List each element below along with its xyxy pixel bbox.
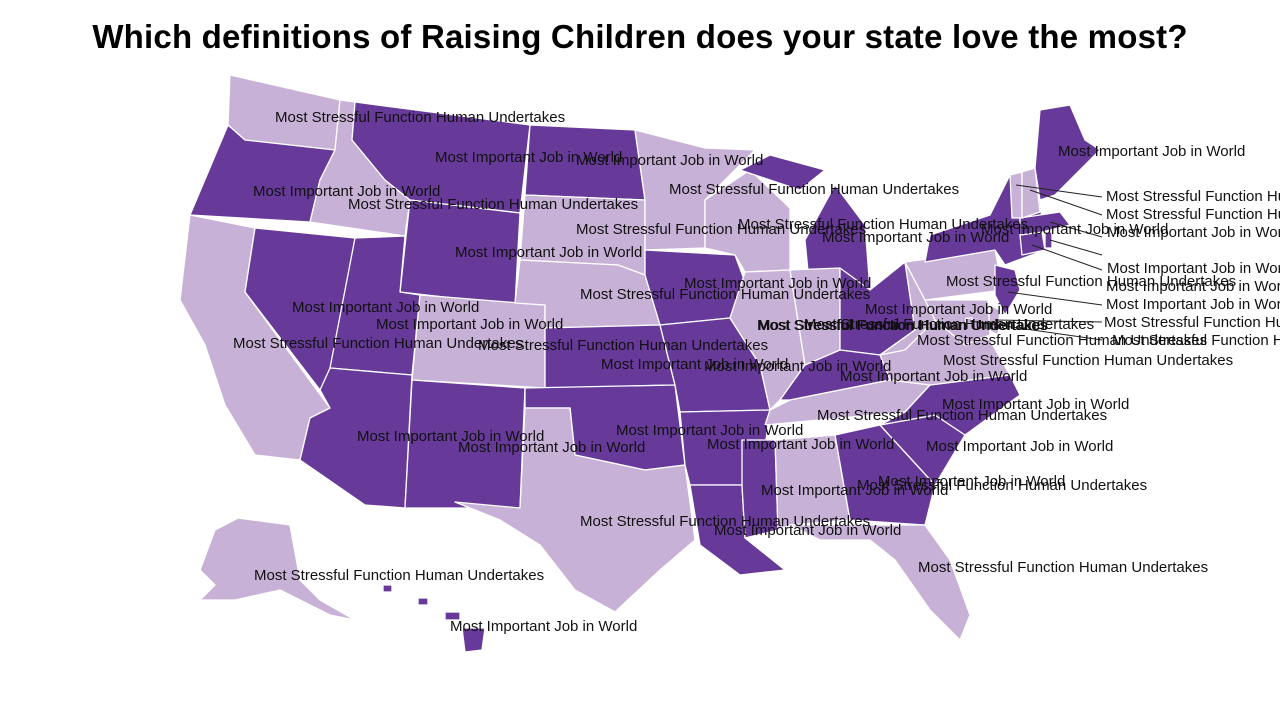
state-label-mi: Most Important Job in World: [822, 229, 1009, 246]
state-label-az: Most Important Job in World: [357, 428, 544, 445]
state-ga: [834, 424, 936, 526]
state-md: [924, 299, 991, 346]
state-tx: [454, 407, 696, 613]
state-label-tx: Most Stressful Function Human Undertakes: [580, 513, 870, 530]
state-nj: [994, 264, 1021, 316]
leader-line-nj: [1007, 291, 1103, 306]
map-title: Which definitions of Raising Children do…: [92, 18, 1188, 55]
leader-line-nh: [1029, 189, 1103, 216]
state-label-md: Most Stressful Function Human Undertakes: [917, 332, 1207, 349]
state-label-sd: Most Stressful Function Human Undertakes: [576, 221, 866, 238]
state-label-mt: Most Important Job in World: [435, 149, 622, 166]
state-label-wv: Most Stressful Function Human Undertakes: [757, 317, 1047, 334]
state-al: [774, 434, 851, 531]
state-label-nm: Most Important Job in World: [458, 439, 645, 456]
state-label-ia: Most Important Job in World: [684, 275, 871, 292]
state-label-co: Most Stressful Function Human Undertakes: [478, 337, 768, 354]
state-label-or: Most Important Job in World: [253, 183, 440, 200]
state-label-wa: Most Stressful Function Human Undertakes: [275, 109, 565, 126]
state-dc: [965, 317, 973, 325]
states-layer: [179, 74, 1101, 653]
state-label-fl: Most Stressful Function Human Undertakes: [918, 559, 1208, 576]
state-label-sc: Most Important Job in World: [926, 438, 1113, 455]
leader-line-ma: [1049, 221, 1103, 238]
state-label-nh: Most Stressful Function Human Undertakes: [1106, 206, 1280, 223]
state-label-ga: Most Important Job in World: [878, 473, 1065, 490]
state-label-ri: Most Important Job in World: [1107, 260, 1280, 277]
state-ri: [1044, 231, 1053, 249]
state-hi: [382, 584, 486, 653]
state-label-ak: Most Stressful Function Human Undertakes: [254, 567, 544, 584]
state-label-mn: Most Stressful Function Human Undertakes: [669, 181, 959, 198]
state-label-ms: Most Important Job in World: [761, 482, 948, 499]
leader-line-dc: [969, 320, 1103, 341]
state-label-nd: Most Important Job in World: [576, 152, 763, 169]
leader-line-ct: [1031, 244, 1103, 271]
state-label-nv: Most Important Job in World: [292, 299, 479, 316]
leader-line-ri: [1049, 239, 1103, 256]
state-label-de: Most Stressful Function Human Undertakes: [1104, 314, 1280, 331]
state-label-nc: Most Important Job in World: [942, 396, 1129, 413]
state-label-va: Most Stressful Function Human Undertakes: [943, 352, 1233, 369]
state-me: [1034, 104, 1101, 201]
state-label-la: Most Important Job in World: [714, 522, 901, 539]
state-label-me: Most Important Job in World: [1058, 143, 1245, 160]
leader-line-de: [994, 319, 1103, 323]
state-ms: [741, 439, 779, 539]
state-label-ma: Most Important Job in World: [1107, 224, 1280, 241]
state-label-ny: Most Important Job in World: [981, 221, 1168, 238]
state-vt: [1009, 171, 1023, 219]
state-labels: Most Stressful Function Human Undertakes…: [233, 109, 1280, 635]
state-label-ne: Most Stressful Function Human Undertakes: [580, 286, 870, 303]
state-label-wy: Most Important Job in World: [455, 244, 642, 261]
state-label-dc: Most Stressful Function Human Undertakes: [1112, 332, 1280, 349]
state-label-ar: Most Important Job in World: [707, 436, 894, 453]
state-label-in: Most Stressful Function Human Undertakes: [804, 316, 1094, 333]
leader-lines: [969, 184, 1103, 341]
state-ma: [1019, 211, 1071, 236]
state-label-tn: Most Stressful Function Human Undertakes: [817, 407, 1107, 424]
state-label-wi: Most Stressful Function Human Undertakes: [738, 216, 1028, 233]
state-label-ks: Most Important Job in World: [601, 356, 788, 373]
state-label-nj: Most Important Job in World: [1106, 296, 1280, 313]
state-label-il: Most Stressful Function Human Undertakes: [758, 317, 1048, 334]
state-label-ut: Most Important Job in World: [376, 316, 563, 333]
state-label-mo: Most Important Job in World: [704, 358, 891, 375]
state-fl: [789, 524, 971, 641]
state-label-oh: Most Important Job in World: [865, 301, 1052, 318]
state-label-ca: Most Stressful Function Human Undertakes: [233, 335, 523, 352]
state-nh: [1021, 167, 1041, 219]
state-label-hi: Most Important Job in World: [450, 618, 637, 635]
state-label-al: Most Stressful Function Human Undertakes: [857, 477, 1147, 494]
state-label-ok: Most Important Job in World: [616, 422, 803, 439]
state-label-ct: Most Important Job in World: [1106, 278, 1280, 295]
state-label-pa: Most Stressful Function Human Undertakes: [946, 273, 1236, 290]
state-label-ky: Most Important Job in World: [840, 368, 1027, 385]
state-ak: [199, 517, 356, 621]
leader-line-vt: [1015, 184, 1103, 198]
state-label-vt: Most Stressful Function Human Undertakes: [1106, 188, 1280, 205]
state-label-id: Most Stressful Function Human Undertakes: [348, 196, 638, 213]
